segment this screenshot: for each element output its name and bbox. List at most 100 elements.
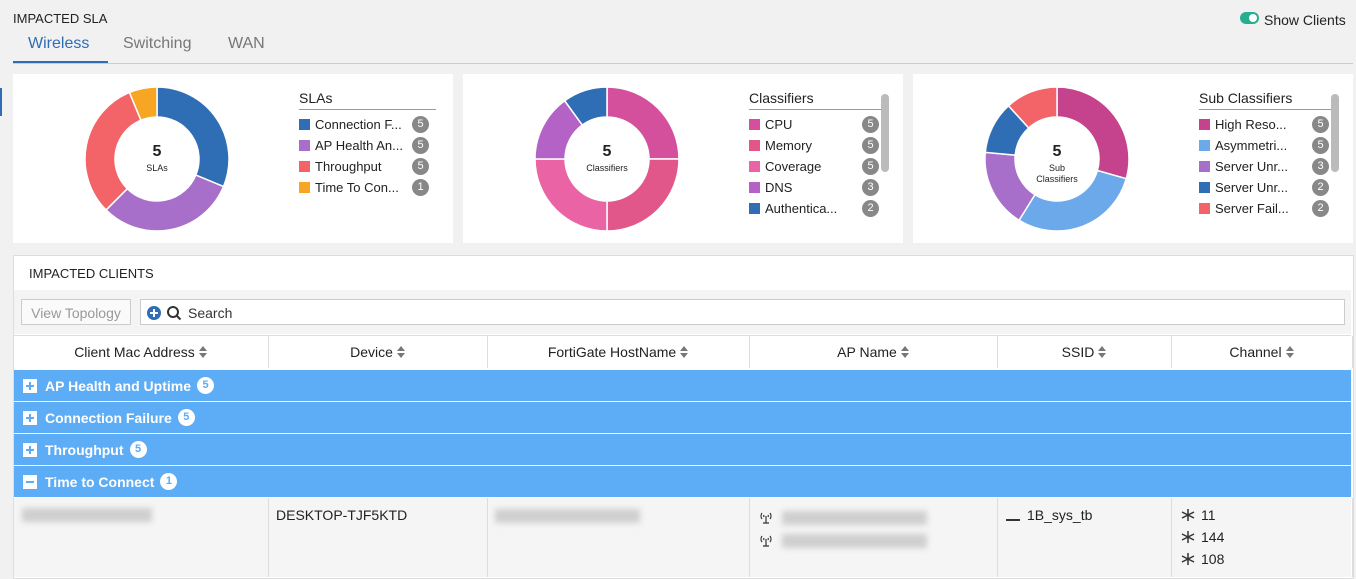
- group-row[interactable]: Throughput 5: [14, 434, 1351, 465]
- legend-swatch: [299, 119, 310, 130]
- group-count: 5: [177, 409, 195, 426]
- column-header[interactable]: Client Mac Address: [13, 336, 269, 368]
- legend-item: Authentica... 2: [749, 198, 889, 219]
- search-icons: [147, 306, 182, 321]
- side-marker: [0, 88, 2, 116]
- legend-item: DNS 3: [749, 177, 889, 198]
- legend: SLAs Connection F... 5 AP Health An... 5 Thro…: [299, 90, 439, 227]
- legend-label: Server Unr...: [1215, 159, 1288, 174]
- donut-segment: [1007, 86, 1058, 130]
- cell: [1171, 498, 1353, 577]
- legend-swatch: [749, 119, 760, 130]
- legend-count: 2: [1312, 200, 1329, 217]
- section-title: IMPACTED SLA: [13, 11, 108, 26]
- column-header[interactable]: SSID: [997, 336, 1172, 368]
- legend-label: Server Unr...: [1215, 180, 1288, 195]
- legend-item: CPU 5: [749, 114, 889, 135]
- channel: 108: [1201, 551, 1225, 567]
- center-value: 5: [152, 143, 162, 160]
- scrollbar: [881, 94, 889, 172]
- search-box[interactable]: Search: [140, 299, 1345, 325]
- expand-icon[interactable]: [23, 378, 37, 393]
- legend-item: Server Unr... 3: [1199, 156, 1339, 177]
- legend-label: Server Fail...: [1215, 201, 1289, 216]
- legend-item: Connection F... 5: [299, 114, 439, 135]
- group-label: Throughput: [45, 441, 124, 458]
- legend-swatch: [749, 182, 760, 193]
- column-label: Device: [350, 344, 393, 360]
- icon-bar: [29, 381, 31, 390]
- sort-icon[interactable]: [1098, 346, 1107, 358]
- ssid-icon: [1006, 507, 1020, 521]
- ap-icon-shape: [760, 535, 772, 547]
- group-count: 1: [160, 473, 178, 490]
- legend-label: High Reso...: [1215, 117, 1287, 132]
- column-label: AP Name: [837, 344, 897, 360]
- legend-label: CPU: [765, 117, 793, 132]
- cell: [997, 498, 1172, 577]
- channel-icon-shape: [1181, 531, 1195, 543]
- chart-panel: 5 Sub Classifiers Sub Classifiers High Reso…: [913, 74, 1353, 243]
- data-row: [14, 498, 1351, 577]
- column-label: FortiGate HostName: [547, 344, 677, 360]
- group-row[interactable]: AP Health and Uptime 5: [14, 370, 1351, 401]
- legend-item: Server Unr... 2: [1199, 177, 1339, 198]
- expand-icon[interactable]: [23, 474, 37, 489]
- legend-count: 1: [412, 179, 429, 196]
- column-label: SSID: [1061, 344, 1095, 360]
- blurred-ap-name: [782, 534, 927, 548]
- group-row[interactable]: Time to Connect 1: [14, 466, 1351, 497]
- legend-count: 5: [412, 158, 429, 175]
- expand-icon[interactable]: [23, 410, 37, 425]
- channel: 144: [1201, 529, 1225, 545]
- legend-label: Coverage: [765, 159, 822, 174]
- legend-item: High Reso... 5: [1199, 114, 1339, 135]
- column-header[interactable]: Device: [268, 336, 488, 368]
- group-count: 5: [197, 377, 214, 394]
- legend-swatch: [299, 182, 310, 193]
- center-label: Sub Classifiers: [1036, 163, 1078, 184]
- view-topology-button[interactable]: View Topology: [21, 299, 131, 325]
- cell: [13, 498, 269, 577]
- column-header[interactable]: AP Name: [749, 336, 998, 368]
- sort-icon[interactable]: [396, 346, 405, 358]
- legend-label: Throughput: [315, 159, 382, 174]
- ap-icon-shape: [760, 512, 772, 524]
- group-count: 5: [129, 441, 147, 458]
- legend-title: Classifiers: [749, 90, 886, 110]
- legend-swatch: [749, 203, 760, 214]
- scrollbar: [1331, 94, 1339, 172]
- group-row[interactable]: Connection Failure 5: [14, 402, 1351, 433]
- legend-count: 5: [1312, 137, 1329, 154]
- sort-icon[interactable]: [1285, 346, 1294, 358]
- tab[interactable]: Wireless: [28, 35, 90, 52]
- legend-count: 5: [862, 116, 879, 133]
- legend-swatch: [1199, 161, 1210, 172]
- legend-label: Memory: [765, 138, 812, 153]
- legend-swatch: [749, 161, 760, 172]
- donut-segment: [128, 86, 158, 122]
- donut-segment: [563, 86, 608, 127]
- blurred-hostname: [495, 509, 640, 523]
- blurred-mac: [22, 508, 152, 522]
- legend-item: Server Fail... 2: [1199, 198, 1339, 219]
- tab[interactable]: Switching: [123, 35, 192, 52]
- legend-count: 5: [412, 137, 429, 154]
- legend-list: Connection F... 5 AP Health An... 5 Throughp…: [299, 114, 439, 198]
- ssid: 1B_sys_tb: [1027, 507, 1093, 523]
- tab[interactable]: WAN: [228, 35, 265, 52]
- cell: [487, 498, 750, 577]
- column-header[interactable]: Channel: [1171, 336, 1353, 368]
- sort-icon[interactable]: [198, 346, 207, 358]
- column-label: Channel: [1229, 344, 1282, 360]
- toggle[interactable]: [1240, 12, 1259, 24]
- search-placeholder: Search: [188, 305, 233, 321]
- center-label: SLAs: [146, 163, 168, 173]
- column-label: Client Mac Address: [74, 344, 195, 360]
- column-header[interactable]: FortiGate HostName: [487, 336, 750, 368]
- sort-icon[interactable]: [680, 346, 689, 358]
- legend-count: 5: [862, 137, 879, 154]
- expand-icon[interactable]: [23, 442, 37, 457]
- cell: [268, 498, 488, 577]
- sort-icon[interactable]: [900, 346, 909, 358]
